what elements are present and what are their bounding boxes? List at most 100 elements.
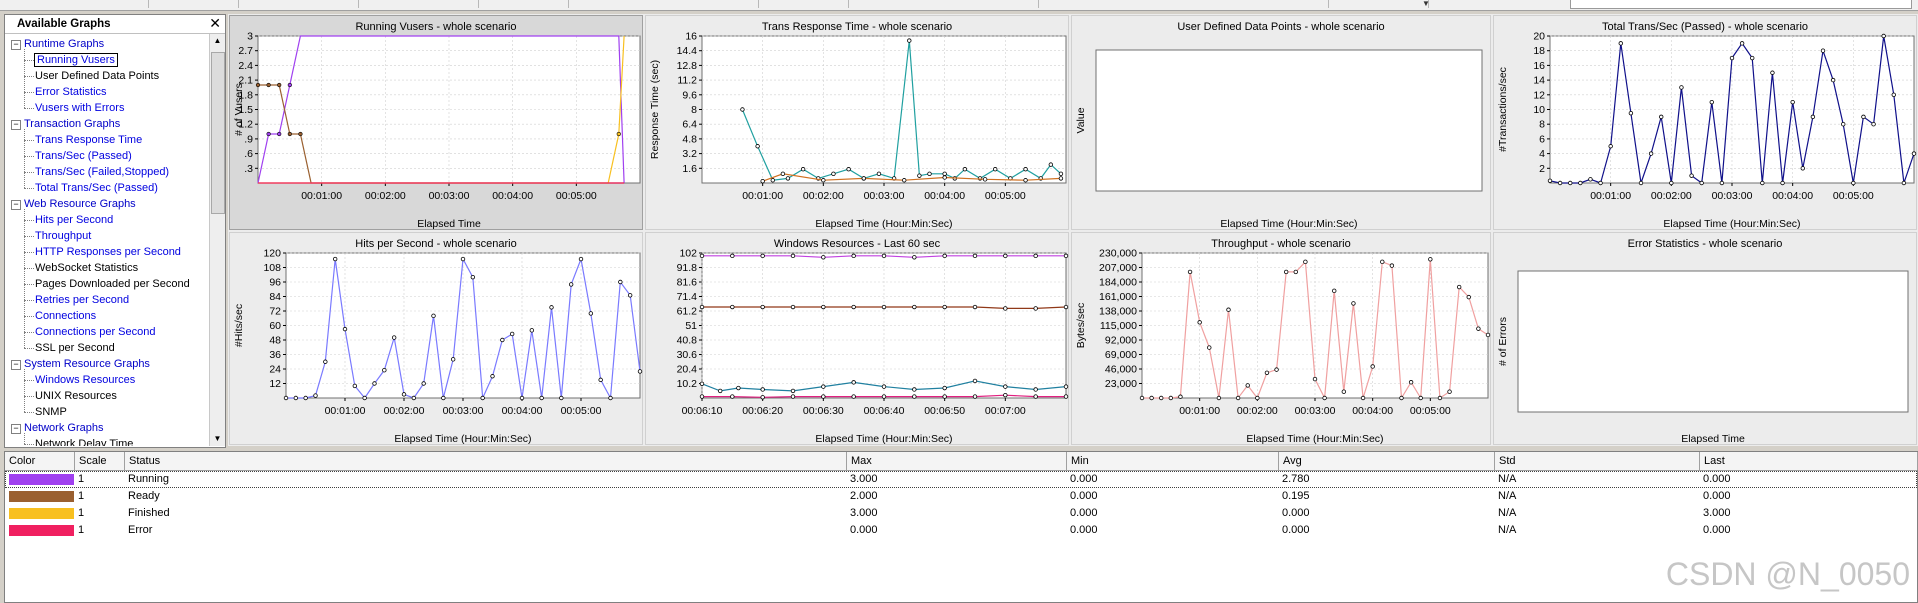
graph-panel[interactable]: Hits per Second - whole scenario #Hits/s… (229, 232, 643, 445)
tree-item[interactable]: Pages Downloaded per Second (35, 276, 190, 292)
data-point (298, 131, 303, 137)
tree-item-label: SNMP (35, 406, 67, 418)
graph-panel[interactable]: Error Statistics - whole scenario # of E… (1493, 232, 1917, 445)
graph-title: Hits per Second - whole scenario (355, 238, 517, 250)
tree-item[interactable]: Running Vusers (34, 52, 118, 68)
graph-panel[interactable]: Trans Response Time - whole scenario Res… (645, 15, 1069, 230)
tree-category[interactable]: − System Resource Graphs (11, 356, 150, 372)
data-point (1729, 55, 1735, 61)
tree-item[interactable]: Total Trans/Sec (Passed) (35, 180, 158, 196)
column-header[interactable]: Min (1067, 452, 1279, 470)
color-swatch[interactable] (9, 491, 74, 502)
color-swatch[interactable] (9, 508, 74, 519)
column-header[interactable]: Last (1700, 452, 1918, 470)
x-tick-label: 00:02:00 (384, 405, 425, 417)
collapse-icon[interactable]: − (11, 40, 21, 50)
color-swatch[interactable] (9, 474, 74, 485)
legend-row[interactable]: 1 Error 0.000 0.000 0.000 N/A 0.000 (5, 522, 1917, 539)
tree-item[interactable]: Throughput (35, 228, 91, 244)
column-header[interactable]: Status (125, 452, 847, 470)
scroll-thumb[interactable] (211, 52, 225, 214)
toolbar-field[interactable] (0, 0, 149, 8)
legend-row[interactable]: 1 Finished 3.000 0.000 0.000 N/A 3.000 (5, 505, 1917, 522)
tree-item[interactable]: Connections per Second (35, 324, 155, 340)
toolbar-field[interactable] (478, 0, 569, 8)
total-trans-sec-chart: #Transactions/sec Elapsed Time (Hour:Min:… (1497, 31, 1917, 230)
legend-cell-min: 0.000 (1070, 490, 1098, 502)
collapse-icon[interactable]: − (11, 200, 21, 210)
column-header[interactable]: Color (5, 452, 75, 470)
column-header[interactable]: Std (1495, 452, 1700, 470)
tree-connector (24, 108, 34, 109)
tree-item[interactable]: Vusers with Errors (35, 100, 124, 116)
tree-item[interactable]: Connections (35, 308, 96, 324)
graph-panel[interactable]: Running Vusers - whole scenario # of Vus… (229, 15, 643, 230)
y-tick-label: 161,000 (1099, 291, 1137, 303)
column-header[interactable]: Scale (75, 452, 125, 470)
data-point (1578, 180, 1583, 186)
tree-item[interactable]: SSL per Second (35, 340, 115, 356)
tree-item[interactable]: Hits per Second (35, 212, 113, 228)
column-header[interactable]: Max (847, 452, 1067, 470)
data-point (490, 374, 495, 379)
tree-item[interactable]: SNMP (35, 404, 67, 420)
data-point (1370, 364, 1375, 369)
collapse-icon[interactable]: − (11, 120, 21, 130)
data-point (1283, 269, 1289, 275)
tree-category[interactable]: − Network Graphs (11, 420, 103, 436)
x-tick-label: 00:06:30 (803, 405, 844, 417)
tree-item[interactable]: WebSocket Statistics (35, 260, 138, 276)
graph-panel[interactable]: Total Trans/Sec (Passed) - whole scenari… (1493, 15, 1917, 230)
tree-item[interactable]: Error Statistics (35, 84, 107, 100)
collapse-icon[interactable]: − (11, 424, 21, 434)
toolbar-field[interactable] (758, 0, 849, 8)
legend-row[interactable]: 1 Ready 2.000 0.000 0.195 N/A 0.000 (5, 488, 1917, 505)
legend-cell-scale: 1 (78, 524, 85, 536)
legend-row[interactable]: 1 Running 3.000 0.000 2.780 N/A 0.000 (5, 471, 1917, 488)
y-tick-label: 84 (269, 291, 281, 303)
data-point (1207, 345, 1212, 350)
graph-panel[interactable]: Windows Resources - Last 60 sec Elapsed … (645, 232, 1069, 445)
toolbar-field[interactable] (148, 0, 239, 8)
column-header[interactable]: Avg (1279, 452, 1495, 470)
y-tick-label: 6 (1539, 133, 1545, 145)
tree-connector (24, 76, 34, 77)
tree-item[interactable]: Network Delay Time (35, 436, 133, 446)
collapse-icon[interactable]: − (11, 360, 21, 370)
tree-item[interactable]: Trans Response Time (35, 132, 142, 148)
tree-category[interactable]: − Web Resource Graphs (11, 196, 136, 212)
data-point (401, 392, 407, 397)
graph-panel[interactable]: Throughput - whole scenario Bytes/sec Ela… (1071, 232, 1491, 445)
legend-cell-status: Error (128, 524, 153, 536)
y-tick-label: 30.6 (677, 349, 698, 361)
tree-category[interactable]: − Runtime Graphs (11, 36, 104, 52)
toolbar-field[interactable] (1328, 0, 1429, 8)
toolbar-field[interactable] (848, 0, 1039, 8)
tree-item[interactable]: UNIX Resources (35, 388, 117, 404)
scroll-down-icon[interactable]: ▼ (213, 434, 222, 443)
data-point (1063, 394, 1069, 399)
data-point (277, 131, 282, 137)
toolbar-field[interactable] (1038, 0, 1329, 8)
tree-scrollbar[interactable]: ▲ ▼ (209, 34, 225, 446)
close-icon[interactable]: ✕ (209, 15, 221, 31)
data-point (851, 253, 856, 259)
graph-panel[interactable]: User Defined Data Points - whole scenari… (1071, 15, 1491, 230)
scroll-up-icon[interactable]: ▲ (213, 36, 222, 45)
tree-item[interactable]: Trans/Sec (Passed) (35, 148, 132, 164)
tree-item[interactable]: Retries per Second (35, 292, 129, 308)
y-tick-label: 3.2 (682, 148, 697, 160)
tree-category[interactable]: − Transaction Graphs (11, 116, 120, 132)
tree-item[interactable]: HTTP Responses per Second (35, 244, 181, 260)
tree-item[interactable]: Windows Resources (35, 372, 135, 388)
chevron-down-icon[interactable]: ▼ (1422, 0, 1430, 8)
tree-item[interactable]: Trans/Sec (Failed,Stopped) (35, 164, 169, 180)
toolbar-field[interactable] (238, 0, 359, 8)
toolbar-field[interactable] (568, 0, 759, 8)
toolbar-field[interactable] (358, 0, 479, 8)
color-swatch[interactable] (9, 525, 74, 536)
legend-cell-min: 0.000 (1070, 507, 1098, 519)
data-point (1790, 99, 1795, 105)
scenario-combo[interactable] (1570, 0, 1912, 9)
tree-item[interactable]: User Defined Data Points (35, 68, 159, 84)
